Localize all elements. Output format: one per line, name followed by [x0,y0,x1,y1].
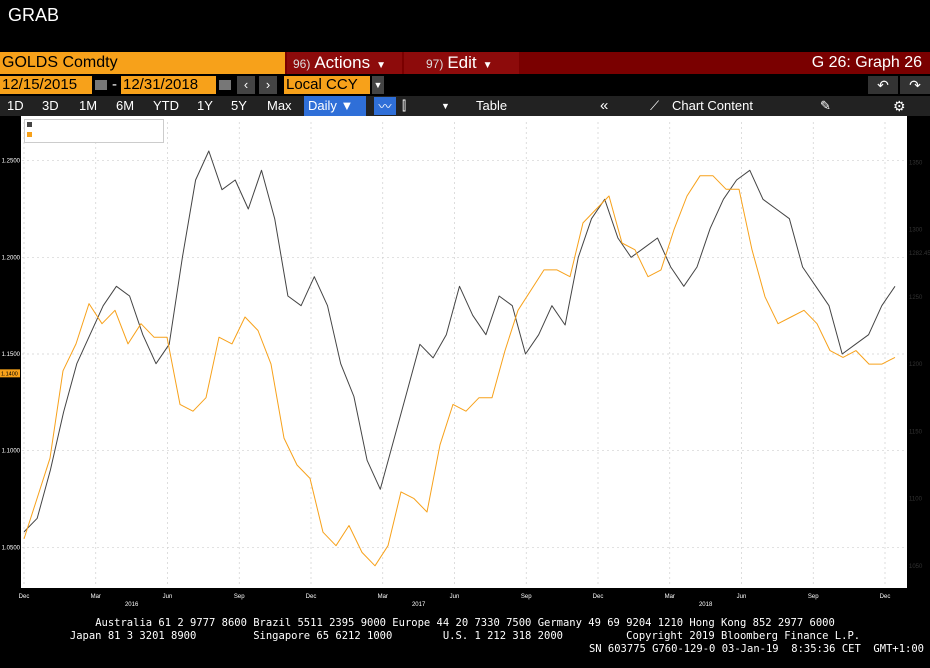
bar-chart-icon[interactable]: ⫿ [402,98,407,113]
calendar-icon[interactable] [219,80,231,90]
chevron-down-icon[interactable]: ▼ [372,76,384,94]
edit-number: 97) [426,57,444,71]
gear-icon[interactable]: ⚙ [893,98,906,114]
actions-menu[interactable]: 96) Actions ▼ [287,52,402,74]
edit-icon[interactable]: ✎ [820,98,831,113]
period-3d[interactable]: 3D [42,98,59,113]
period-5y[interactable]: 5Y [231,98,247,113]
series-line-2 [23,175,896,567]
table-button[interactable]: Table [476,98,508,113]
chart-area [21,116,907,588]
chart-legend [24,119,164,143]
x-tick-label: Sep [808,594,819,600]
left-axis-tick: 1.0500 [2,545,21,551]
right-axis-tick: 1150 [909,429,923,435]
edit-menu[interactable]: 97) Edit ▼ [404,52,519,74]
left-last-value-label: 1.1400 [1,371,18,377]
x-tick-label: Mar [665,594,675,600]
end-date-field[interactable]: 12/31/2018 [121,76,216,94]
x-tick-label: Jun [450,594,460,600]
price-chart: Dec Mar Jun Sep Dec Mar Jun Sep Dec Mar Jun Sep Dec 2… [0,122,930,608]
x-year-label: 2016 [125,602,139,608]
legend-swatch [27,132,32,137]
x-year-label: 2017 [412,602,426,608]
actions-label: Actions [314,53,371,72]
footer-session-line: SN 603775 G760-129-0 03-Jan-19 8:35:36 C… [588,643,924,655]
x-tick-label: Mar [91,594,101,600]
period-1y[interactable]: 1Y [197,98,213,113]
line-chart-icon[interactable]: 〰 [374,97,396,115]
x-year-label: 2018 [699,602,713,608]
right-axis-tick: 1350 [909,160,923,166]
right-axis-tick: 1100 [909,497,923,503]
x-tick-label: Sep [234,594,245,600]
left-axis-tick: 1.2500 [2,159,21,165]
x-tick-label: Jun [737,594,747,600]
left-axis-tick: 1.1500 [2,352,21,358]
footer-contacts-line2: Japan 81 3 3201 8900 Singapore 65 6212 1… [69,630,861,642]
x-tick-label: Sep [521,594,532,600]
period-1m[interactable]: 1M [79,98,98,113]
left-axis-tick: 1.2000 [2,255,21,261]
redo-icon[interactable]: ↷ [900,76,930,94]
actions-number: 96) [293,57,311,71]
start-date-field[interactable]: 12/15/2015 [0,76,92,94]
currency-select[interactable]: Local CCY [284,76,370,94]
security-field[interactable]: GOLDS Comdty [0,52,285,74]
legend-entry-series1 [25,120,163,130]
legend-entry-series2 [25,130,163,140]
chevron-down-icon: ▼ [376,60,386,71]
footer-contacts-line1: Australia 61 2 9777 8600 Brazil 5511 239… [95,617,835,629]
x-tick-label: Jun [163,594,173,600]
window-title: GRAB [8,5,60,25]
edit-label: Edit [447,53,477,72]
right-last-value-label: 1282.45 [909,251,930,257]
chart-content-icon: ⟋ [650,98,660,113]
right-axis-tick: 1200 [909,362,923,368]
x-tick-label: Dec [880,594,891,600]
left-last-value-badge [0,369,20,378]
x-tick-label: Dec [19,594,30,600]
right-axis-tick: 1300 [909,228,923,234]
frequency-select[interactable]: Daily ▼ [304,96,366,116]
legend-swatch [27,122,32,127]
date-separator: - [112,76,117,93]
chevron-down-icon: ▼ [482,60,493,71]
period-6m[interactable]: 6M [116,98,135,113]
series-line-1 [23,150,896,533]
next-arrow-icon[interactable]: › [259,76,277,94]
period-ytd[interactable]: YTD [153,98,179,113]
x-tick-label: Dec [593,594,604,600]
prev-arrow-icon[interactable]: ‹ [237,76,255,94]
left-axis-tick: 1.1000 [2,449,21,455]
right-axis-tick: 1050 [909,564,923,570]
right-axis-tick: 1250 [909,295,923,301]
chart-content-button[interactable]: Chart Content [672,98,753,113]
x-tick-label: Mar [378,594,388,600]
collapse-icon[interactable]: « [600,97,609,114]
x-tick-label: Dec [306,594,317,600]
calendar-icon[interactable] [95,80,107,90]
undo-icon[interactable]: ↶ [868,76,898,94]
period-1d[interactable]: 1D [7,98,24,113]
graph-title: G 26: Graph 26 [811,54,922,71]
chevron-down-icon[interactable]: ▼ [441,101,450,111]
period-max[interactable]: Max [267,98,292,113]
period-toolbar [0,96,930,116]
